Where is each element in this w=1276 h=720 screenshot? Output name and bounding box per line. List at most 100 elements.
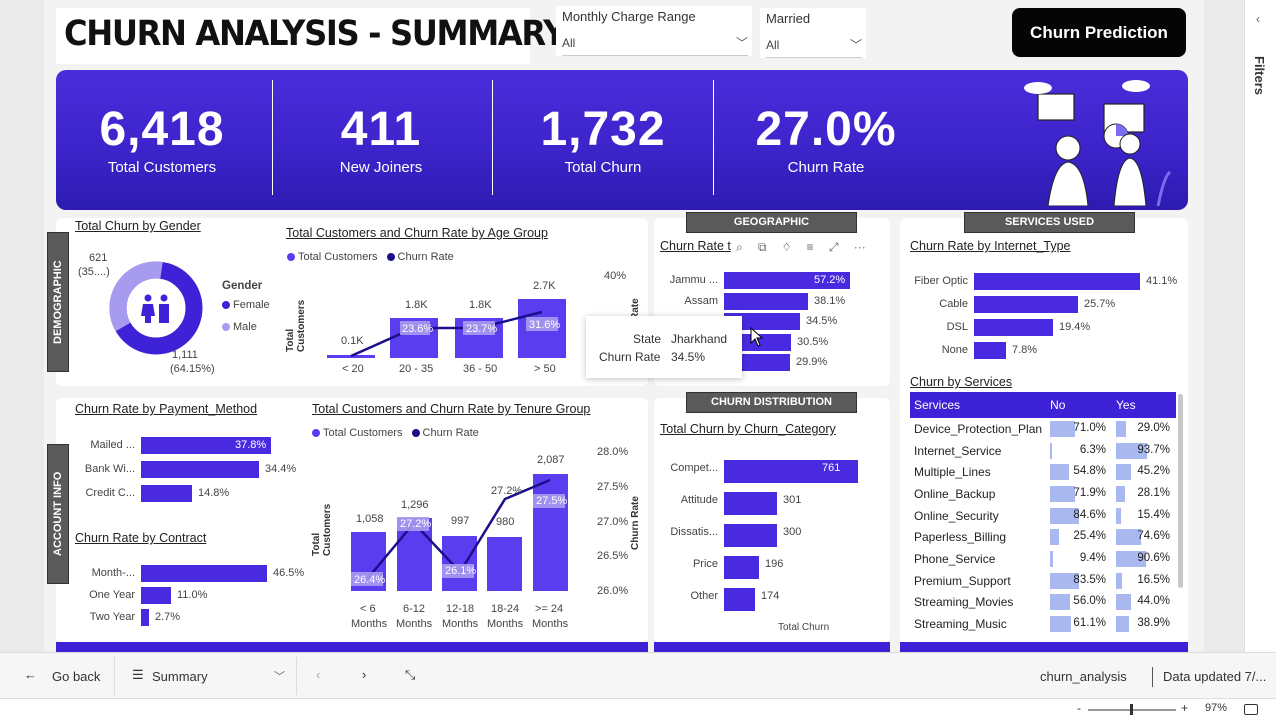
bar[interactable] (974, 296, 1078, 313)
bar[interactable] (724, 292, 808, 310)
female-pct-label: (64.15%) (170, 363, 215, 375)
visual-header-icons[interactable]: ⌕ ⧉ ♢ ≡ ⤢ ⋯ (736, 240, 872, 254)
no-databar: 61.1% (1050, 616, 1108, 633)
table-row[interactable]: Online_Security 84.6% 15.4% (910, 505, 1176, 527)
payment-bar-row[interactable]: Mailed ... 37.8% (75, 437, 375, 455)
bar[interactable] (141, 565, 267, 582)
internet-bar-row[interactable]: DSL 19.4% (910, 319, 1210, 337)
payment-bar-row[interactable]: Credit C... 14.8% (75, 485, 375, 503)
bar[interactable] (724, 272, 850, 289)
internet-bar-row[interactable]: None 7.8% (910, 342, 1210, 360)
column-header[interactable]: Yes (1112, 392, 1176, 418)
table-row[interactable]: Paperless_Billing 25.4% 74.6% (910, 526, 1176, 548)
bar[interactable] (724, 492, 777, 515)
back-arrow-icon[interactable]: ← (24, 667, 37, 682)
internet-bar-row[interactable]: Fiber Optic 41.1% (910, 273, 1210, 291)
zoom-in-icon[interactable]: + (1181, 701, 1189, 715)
tenure-bar[interactable] (442, 536, 477, 591)
chevron-down-icon[interactable]: ﹀ (735, 36, 748, 50)
bar[interactable] (141, 437, 271, 454)
bar-value-label: 38.1% (814, 294, 846, 307)
bar[interactable] (141, 461, 259, 478)
tenure-bar[interactable] (487, 537, 522, 591)
contract-bar-row[interactable]: Month-... 46.5% (75, 565, 375, 583)
table-row[interactable]: Phone_Service 9.4% 90.6% (910, 548, 1176, 570)
page-selector[interactable]: Summary (152, 669, 208, 684)
state-bar-row[interactable]: Assam 38.1% (660, 292, 960, 311)
male-slice[interactable] (104, 260, 208, 356)
internet-bar-row[interactable]: Cable 25.7% (910, 296, 1210, 314)
zoom-slider-thumb[interactable] (1130, 704, 1133, 715)
churn-category-bar-row[interactable]: Price 196 (660, 556, 960, 579)
collapse-icon[interactable]: ⤡ (405, 667, 416, 682)
legend-male[interactable]: Male (222, 321, 257, 333)
slicer-value[interactable]: All (562, 32, 748, 56)
bar[interactable] (724, 313, 800, 330)
filters-pane-label[interactable]: Filters (1252, 56, 1267, 96)
table-row[interactable]: Premium_Support 83.5% 16.5% (910, 570, 1176, 592)
fit-to-page-icon[interactable] (1244, 704, 1258, 715)
yes-value: 44.0% (1137, 595, 1170, 608)
previous-page-icon[interactable]: ‹ (316, 667, 321, 682)
table-row[interactable]: Internet_Service 6.3% 93.7% (910, 440, 1176, 462)
churn-category-bar-row[interactable]: Dissatis... 300 (660, 524, 960, 547)
column-header[interactable]: No (1046, 392, 1113, 418)
age-bar-label: 2.7K (533, 280, 556, 292)
bar[interactable] (974, 342, 1006, 359)
bar[interactable] (974, 273, 1140, 290)
age-rate-line[interactable] (350, 310, 543, 358)
expand-filters-icon[interactable]: ‹ (1256, 12, 1260, 26)
bar[interactable] (141, 587, 171, 604)
bar-value-label: 174 (761, 590, 780, 602)
chevron-down-icon[interactable]: ﹀ (849, 38, 862, 52)
go-back-button[interactable]: Go back (52, 669, 101, 684)
age-combo-chart (327, 299, 566, 358)
gender-legend-title: Gender (222, 280, 263, 292)
bar[interactable] (974, 319, 1053, 336)
bar[interactable] (724, 524, 777, 547)
table-row[interactable]: Streaming_Movies 56.0% 44.0% (910, 592, 1176, 614)
churn-category-x-axis-title: Total Churn (778, 622, 830, 633)
tenure-bar[interactable] (533, 474, 568, 591)
state-bar-row[interactable]: Jammu ... 57.2% (660, 272, 960, 290)
filters-pane-collapsed[interactable] (1244, 0, 1276, 652)
yes-value: 93.7% (1137, 443, 1170, 456)
contract-bar-row[interactable]: Two Year 2.7% (75, 609, 375, 627)
churn-category-bar-row[interactable]: Attitude 301 (660, 492, 960, 515)
legend-label[interactable]: Total Customers (323, 427, 403, 439)
legend-female[interactable]: Female (222, 299, 270, 311)
churn-distribution-tag: CHURN DISTRIBUTION (686, 392, 857, 413)
zoom-level[interactable]: 97% (1205, 702, 1228, 714)
table-row[interactable]: Streaming_Music 61.1% 38.9% (910, 613, 1176, 635)
table-row[interactable]: Multiple_Lines 54.8% 45.2% (910, 461, 1176, 483)
age-bar[interactable] (327, 355, 375, 358)
slicer-value[interactable]: All (766, 34, 862, 58)
table-row[interactable]: Device_Protection_Plan 71.0% 29.0% (910, 418, 1176, 440)
contract-bar-row[interactable]: One Year 11.0% (75, 587, 375, 605)
legend-label[interactable]: Churn Rate (422, 427, 479, 439)
churn-prediction-button[interactable]: Churn Prediction (1012, 8, 1186, 57)
bar[interactable] (141, 485, 192, 502)
column-header[interactable]: Services (910, 392, 1047, 418)
bar[interactable] (724, 460, 858, 483)
churn-category-bar-row[interactable]: Compet... 761 (660, 460, 960, 483)
bar[interactable] (141, 609, 149, 626)
monthly-charge-slicer[interactable]: Monthly Charge Range All ﹀ (556, 6, 752, 56)
bar[interactable] (724, 556, 759, 579)
legend-label[interactable]: Churn Rate (397, 251, 454, 263)
bar-category-label: Price (692, 558, 718, 570)
table-scrollbar[interactable] (1178, 394, 1183, 588)
legend-label[interactable]: Total Customers (298, 251, 378, 263)
state-bar-row[interactable]: 34.5% (660, 313, 960, 331)
table-row[interactable]: Online_Backup 71.9% 28.1% (910, 483, 1176, 505)
bar[interactable] (724, 588, 755, 611)
churn-category-bar-row[interactable]: Other 174 (660, 588, 960, 611)
married-slicer[interactable]: Married All ﹀ (760, 8, 866, 58)
bottom-accent-strip (56, 642, 648, 652)
page-list-icon[interactable]: ☰ (132, 667, 144, 682)
zoom-out-icon[interactable]: - (1077, 701, 1081, 715)
chevron-down-icon[interactable]: ﹀ (274, 671, 285, 683)
yes-databar: 15.4% (1116, 507, 1172, 524)
next-page-icon[interactable]: › (362, 667, 367, 682)
payment-bar-row[interactable]: Bank Wi... 34.4% (75, 461, 375, 479)
